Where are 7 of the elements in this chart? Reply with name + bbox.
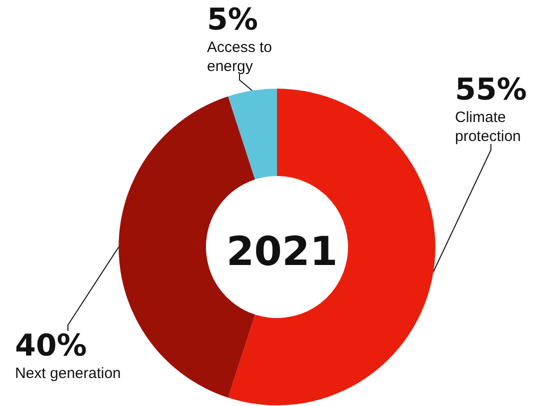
slice-label: Next generation — [15, 365, 121, 382]
slice-label: Access to energy — [207, 39, 272, 75]
data-label: 40% — [15, 328, 87, 364]
slice-label: Climate protection — [455, 109, 521, 145]
data-label: 5% — [207, 2, 258, 38]
text: 2021 — [226, 229, 338, 275]
data-label: 55% — [455, 72, 527, 108]
